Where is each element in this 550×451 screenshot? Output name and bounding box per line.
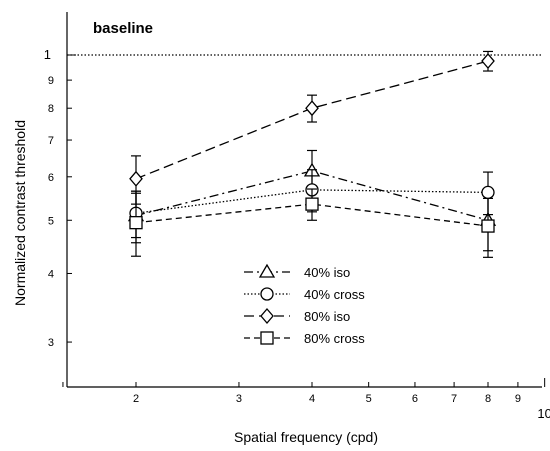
data-point-square-0 [129,216,143,230]
series-square [129,188,495,258]
y-tick-label-3: 3 [48,337,54,349]
axes-layer: 2 3 4 5 6 7 8 9 10 3 4 5 6 7 8 9 1 [44,12,550,421]
legend-label-circle: 40% cross [304,287,365,302]
y-tick-label-4: 4 [48,268,54,280]
legend-marker-diamond [260,308,274,324]
series-line-square [135,203,489,227]
x-tick-label-8: 8 [485,393,491,405]
y-tick-label-1: 1 [44,47,51,62]
legend-marker-circle [260,287,274,301]
y-axis-title: Normalized contrast threshold [12,120,28,306]
x-tick-label-6: 6 [412,393,418,405]
legend-marker-square [260,331,274,345]
legend-layer: 40% iso 40% cross 80% iso 80% cross [244,263,365,346]
data-point-diamond-1 [305,100,319,117]
legend-label-diamond: 80% iso [304,309,350,324]
y-tick-label-5: 5 [48,215,54,227]
data-point-square-2 [481,219,495,233]
series-line-triangle [135,170,489,221]
x-tick-label-5: 5 [366,393,372,405]
y-tick-label-6: 6 [48,172,54,184]
x-axis-title: Spatial frequency (cpd) [234,429,378,445]
data-point-circle-2 [481,185,495,200]
y-tick-label-7: 7 [48,135,54,147]
x-tick-label-3: 3 [236,393,242,405]
data-point-square-1 [305,197,319,211]
x-tick-label-2: 2 [133,393,139,405]
data-point-diamond-2 [481,53,495,70]
x-tick-label-7: 7 [451,393,457,405]
chart-title: baseline [93,20,153,37]
x-tick-label-10: 10 [537,406,550,421]
y-tick-label-8: 8 [48,103,54,115]
series-line-circle [135,189,489,214]
data-point-diamond-0 [129,170,143,187]
legend-label-triangle: 40% iso [304,265,350,280]
series-diamond [129,50,495,205]
legend-marker-triangle [258,263,276,278]
x-tick-label-4: 4 [309,393,315,405]
x-tick-label-9: 9 [515,393,521,405]
legend-label-square: 80% cross [304,331,365,346]
y-tick-label-9: 9 [48,75,54,87]
series-layer [127,50,497,258]
